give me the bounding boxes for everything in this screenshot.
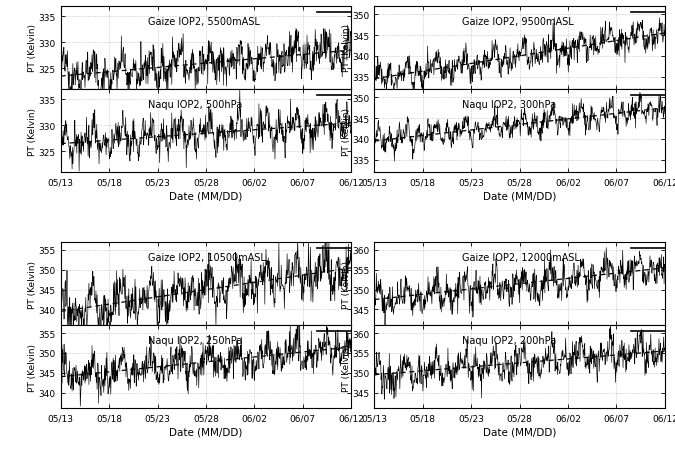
Text: Naqu IOP2, 500hPa: Naqu IOP2, 500hPa — [148, 100, 242, 110]
Text: Naqu IOP2, 300hPa: Naqu IOP2, 300hPa — [462, 100, 556, 110]
X-axis label: Date (MM/DD): Date (MM/DD) — [169, 426, 242, 437]
Text: Naqu IOP2, 200hPa: Naqu IOP2, 200hPa — [462, 336, 556, 346]
Y-axis label: PT (Kelvin): PT (Kelvin) — [28, 343, 37, 391]
Text: Gaize IOP2, 10500mASL: Gaize IOP2, 10500mASL — [148, 252, 266, 263]
Y-axis label: PT (Kelvin): PT (Kelvin) — [342, 107, 351, 155]
Text: Gaize IOP2, 5500mASL: Gaize IOP2, 5500mASL — [148, 17, 260, 27]
Text: Naqu IOP2, 250hPa: Naqu IOP2, 250hPa — [148, 336, 242, 346]
Text: Gaize IOP2, 12000mASL: Gaize IOP2, 12000mASL — [462, 252, 579, 263]
Y-axis label: PT (Kelvin): PT (Kelvin) — [28, 260, 37, 308]
Y-axis label: PT (Kelvin): PT (Kelvin) — [28, 24, 37, 73]
X-axis label: Date (MM/DD): Date (MM/DD) — [483, 426, 556, 437]
Y-axis label: PT (Kelvin): PT (Kelvin) — [342, 343, 351, 391]
Y-axis label: PT (Kelvin): PT (Kelvin) — [342, 24, 351, 73]
Y-axis label: PT (Kelvin): PT (Kelvin) — [28, 107, 37, 155]
Text: Gaize IOP2, 9500mASL: Gaize IOP2, 9500mASL — [462, 17, 573, 27]
Y-axis label: PT (Kelvin): PT (Kelvin) — [342, 260, 351, 308]
X-axis label: Date (MM/DD): Date (MM/DD) — [483, 191, 556, 201]
X-axis label: Date (MM/DD): Date (MM/DD) — [169, 191, 242, 201]
